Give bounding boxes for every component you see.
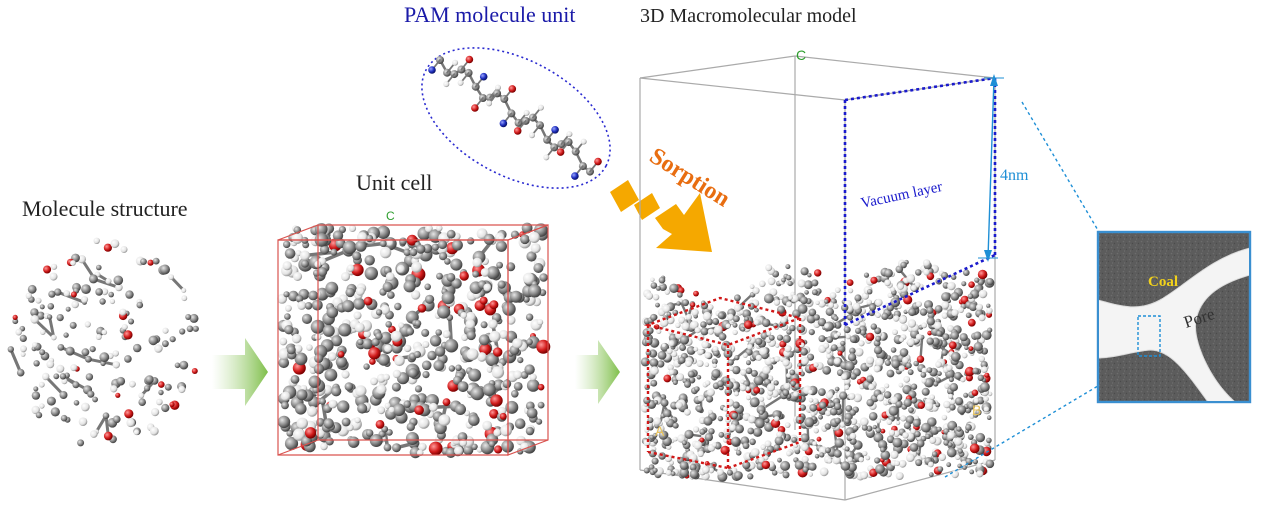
unit-cell-outline (643, 296, 805, 470)
vacuum-layer-box (843, 76, 997, 327)
sorption-label: Sorption (645, 143, 735, 212)
pam-ellipse (421, 47, 611, 189)
unit-cell-box (277, 224, 549, 456)
pam-molecule-unit (421, 47, 611, 189)
pam-molecule-unit-label: PAM molecule unit (404, 2, 576, 27)
unit-cell-label: Unit cell (356, 170, 433, 195)
coal-pore-inset: Coal Pore (1096, 230, 1252, 404)
thickness-label: 4nm (1000, 167, 1029, 184)
model-c-axis-label: C (796, 47, 806, 63)
model-b-axis-label: B (972, 402, 981, 418)
thickness-dimension: 4nm (978, 74, 1029, 262)
molecule-structure-label: Molecule structure (22, 196, 188, 221)
macromolecular-model-label: 3D Macromolecular model (640, 5, 857, 27)
flow-arrow-icon (575, 340, 620, 404)
inset-zoom-box (1137, 315, 1161, 357)
unit-cell-c-axis-label: C (386, 209, 395, 223)
vacuum-layer-label: Vacuum layer (860, 179, 944, 212)
model-a-axis-label: A (655, 423, 665, 439)
flow-arrow-icon (212, 338, 268, 406)
unit-cell-model: C (277, 209, 551, 459)
molecule-structure-model (7, 237, 199, 447)
macromolecular-model: Vacuum layer C A B 4nm (639, 47, 1029, 501)
sorption-arrow-icon: Sorption (610, 143, 734, 252)
coal-label: Coal (1148, 274, 1178, 290)
